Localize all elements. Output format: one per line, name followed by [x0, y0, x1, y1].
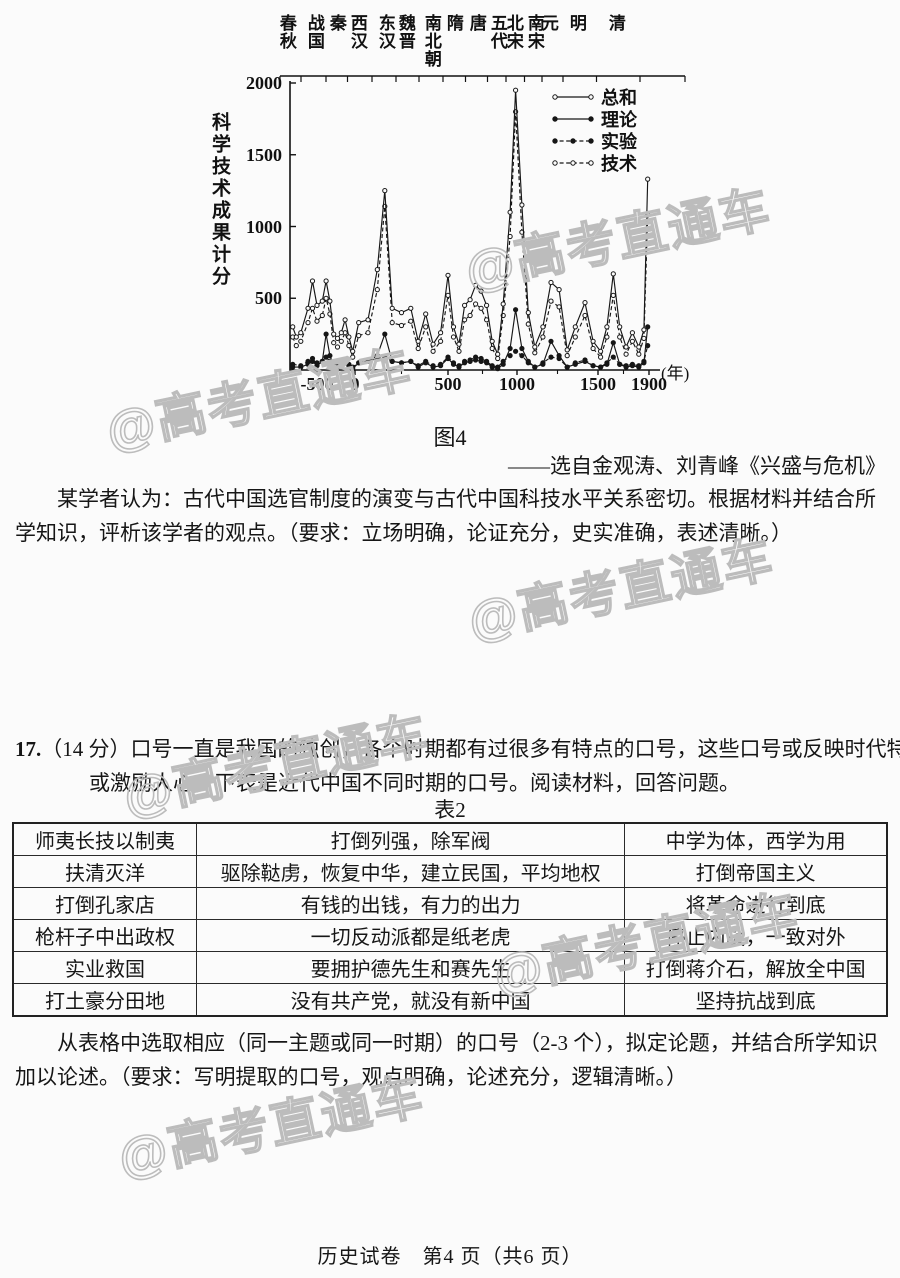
figure-4-chart: 春秋 战国秦西汉 东汉 魏晋 南北朝隋唐五代 北宋 南宋元明 清 科学技术成果计分 2000 1… [180, 8, 700, 420]
question-17-score: （14 分） [41, 737, 131, 761]
dynasty-label: 西汉 [347, 14, 367, 50]
table-caption: 表2 [434, 798, 466, 822]
table-cell: 枪杆子中出政权 [12, 919, 198, 952]
legend-item: 实验 [550, 130, 637, 152]
task-instruction: 从表格中选取相应（同一主题或同一时期）的口号（2-3 个），拟定论题，并结合所学… [15, 1031, 878, 1089]
table-cell: 打倒列强，除军阀 [196, 822, 626, 856]
table-cell: 师夷长技以制夷 [12, 822, 198, 856]
table-row: 实业救国 要拥护德先生和赛先生 打倒蒋介石，解放全中国 [12, 951, 888, 984]
legend-label: 实验 [601, 132, 637, 152]
table-cell: 坚持抗战到底 [624, 983, 888, 1017]
table-cell: 没有共产党，就没有新中国 [196, 983, 626, 1017]
legend-line-sample [552, 116, 594, 122]
dynasty-label: 南宋 [524, 14, 544, 50]
table-cell: 打倒蒋介石，解放全中国 [624, 951, 888, 984]
slogan-table: 师夷长技以制夷 打倒列强，除军阀 中学为体，西学为用 扶清灭洋 驱除鞑虏，恢复中华，建立… [12, 822, 888, 1017]
table-cell: 实业救国 [12, 951, 198, 984]
dynasty-label: 唐 [466, 14, 486, 32]
table-row: 师夷长技以制夷 打倒列强，除军阀 中学为体，西学为用 [12, 822, 888, 856]
dynasty-label: 秦 [326, 14, 346, 32]
legend-label: 总和 [601, 88, 637, 108]
table-cell: 驱除鞑虏，恢复中华，建立民国，平均地权 [196, 855, 626, 888]
legend-item: 技术 [550, 152, 637, 174]
chart-plot-area [180, 8, 700, 420]
chart-legend: 总和 理论 实验 技术 [550, 86, 637, 174]
x-tick-label: -500 [300, 374, 334, 394]
question-17-number: 17. [15, 737, 42, 761]
legend-item: 总和 [550, 86, 637, 108]
question-17: 17.（14 分）口号一直是我国的独创，各个时期都有过很多有特点的口号，这些口号… [15, 732, 900, 800]
legend-line-sample [552, 138, 594, 144]
table-cell: 有钱的出钱，有力的出力 [196, 887, 626, 920]
table-row: 打倒孔家店 有钱的出钱，有力的出力 将革命进行到底 [12, 887, 888, 920]
dynasty-label: 魏晋 [395, 14, 415, 50]
dynasty-label: 东汉 [375, 14, 395, 50]
table-cell: 停止内战，一致对外 [624, 919, 888, 952]
dynasty-label: 隋 [443, 14, 463, 32]
dynasty-label: 战国 [304, 14, 324, 50]
x-tick-label: 1000 [499, 374, 535, 394]
figure-source: ——选自金观涛、刘青峰《兴盛与危机》 [508, 454, 886, 478]
dynasty-label: 清 [605, 14, 625, 32]
page-footer: 历史试卷 第4 页（共6 页） [317, 1246, 583, 1268]
table-cell: 将革命进行到底 [624, 887, 888, 920]
x-axis-unit-label: (年) [661, 364, 690, 383]
legend-line-sample [552, 94, 594, 100]
y-tick-label: 2000 [246, 73, 282, 93]
x-tick-label: 1900 [631, 374, 667, 394]
dynasty-label: 南北朝 [421, 14, 441, 68]
y-axis-title: 科学技术成果计分 [209, 112, 230, 288]
table-cell: 一切反动派都是纸老虎 [196, 919, 626, 952]
y-tick-label: 1000 [246, 216, 282, 237]
table-cell: 要拥护德先生和赛先生 [196, 951, 626, 984]
legend-label: 技术 [601, 154, 637, 174]
table-row: 枪杆子中出政权 一切反动派都是纸老虎 停止内战，一致对外 [12, 919, 888, 952]
table-cell: 扶清灭洋 [12, 855, 198, 888]
dynasty-label: 五代 [487, 14, 507, 50]
table-row: 扶清灭洋 驱除鞑虏，恢复中华，建立民国，平均地权 打倒帝国主义 [12, 855, 888, 888]
dynasty-label: 明 [566, 14, 586, 32]
table-cell: 打倒帝国主义 [624, 855, 888, 888]
figure-caption: 图4 [433, 425, 467, 450]
dynasty-label: 元 [538, 14, 558, 32]
table-cell: 中学为体，西学为用 [624, 822, 888, 856]
table-cell: 打倒孔家店 [12, 887, 198, 920]
x-tick-label: 500 [434, 374, 462, 394]
legend-label: 理论 [601, 110, 637, 130]
dynasty-label: 北宋 [503, 14, 523, 50]
legend-item: 理论 [550, 108, 637, 130]
question-17-text: 口号一直是我国的独创，各个时期都有过很多有特点的口号，这些口号或反映时代特点，或… [89, 737, 900, 795]
legend-line-sample [552, 160, 594, 166]
dynasty-label: 春秋 [276, 14, 296, 50]
table-row: 打土豪分田地 没有共产党，就没有新中国 坚持抗战到底 [12, 983, 888, 1017]
y-tick-label: 1500 [246, 144, 282, 165]
table-cell: 打土豪分田地 [12, 983, 198, 1017]
y-tick-label: 500 [255, 288, 282, 309]
evaluation-prompt: 某学者认为：古代中国选官制度的演变与古代中国科技水平关系密切。根据材料并结合所学… [15, 487, 876, 545]
x-tick-label: 1500 [580, 374, 616, 394]
x-tick-label: 0 [350, 374, 360, 394]
